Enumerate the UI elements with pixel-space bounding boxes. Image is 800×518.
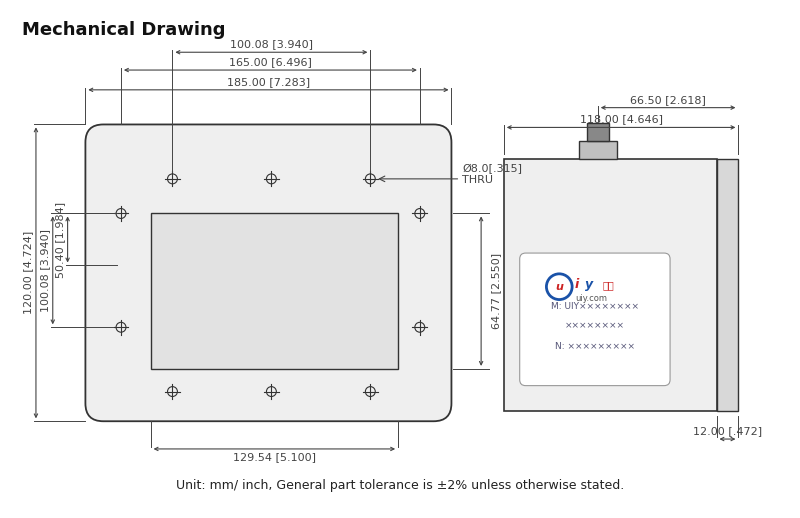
Text: u: u [555,282,563,292]
Text: 64.77 [2.550]: 64.77 [2.550] [491,253,501,329]
Text: 100.08 [3.940]: 100.08 [3.940] [40,229,50,312]
Bar [579,141,617,159]
Bar [150,213,398,369]
Text: Mechanical Drawing: Mechanical Drawing [22,21,226,38]
Text: y: y [585,278,593,291]
Text: Ø8.0[.315]: Ø8.0[.315] [462,164,522,174]
Text: 165.00 [6.496]: 165.00 [6.496] [229,57,312,67]
FancyBboxPatch shape [520,253,670,385]
Text: 118.00 [4.646]: 118.00 [4.646] [580,114,662,124]
Text: 185.00 [7.283]: 185.00 [7.283] [227,77,310,87]
Text: N: ×××××××××: N: ××××××××× [555,341,635,351]
Text: 66.50 [2.618]: 66.50 [2.618] [630,95,706,105]
Text: M: UIY××××××××: M: UIY×××××××× [551,302,639,311]
Text: 129.54 [5.100]: 129.54 [5.100] [233,452,316,462]
Text: 优猫: 优猫 [603,280,614,290]
Text: 120.00 [4.724]: 120.00 [4.724] [23,231,33,314]
Text: 100.08 [3.940]: 100.08 [3.940] [230,39,313,49]
Text: ××××××××: ×××××××× [565,322,625,331]
FancyBboxPatch shape [86,124,451,421]
Text: THRU: THRU [462,175,494,185]
Text: 12.00 [.472]: 12.00 [.472] [693,426,762,436]
Bar [717,159,738,411]
Bar [504,159,717,411]
Text: 50.40 [1.984]: 50.40 [1.984] [54,202,65,278]
Text: uiy.com: uiy.com [575,294,607,303]
Text: i: i [575,278,579,291]
Text: Unit: mm/ inch, General part tolerance is ±2% unless otherwise stated.: Unit: mm/ inch, General part tolerance i… [176,479,624,492]
Bar [587,123,609,141]
